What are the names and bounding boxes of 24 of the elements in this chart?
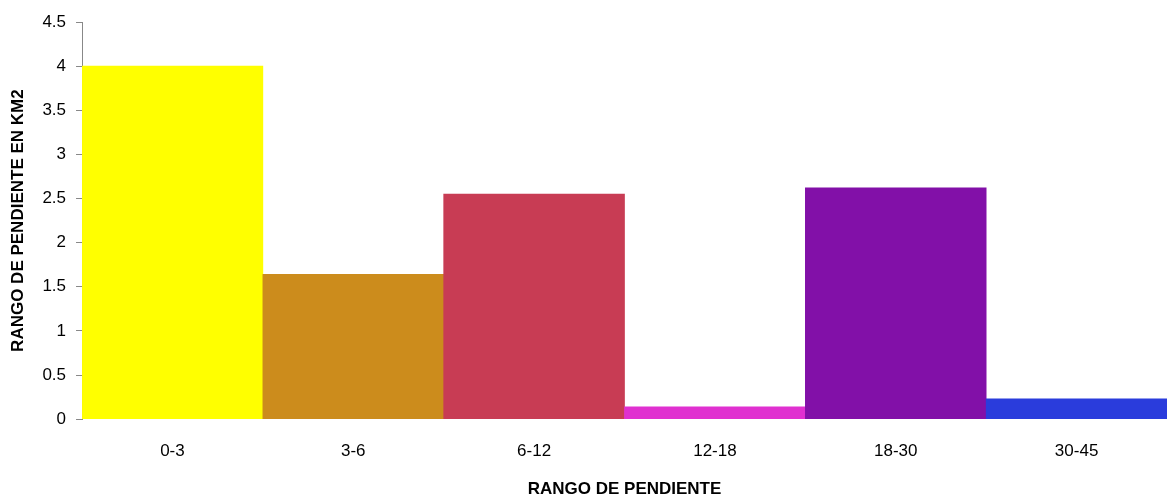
bar xyxy=(805,187,987,420)
y-tick-label: 4.5 xyxy=(42,11,67,31)
x-tick-label: 30-45 xyxy=(1054,441,1099,461)
x-axis-title: RANGO DE PENDIENTE xyxy=(527,479,722,499)
y-tick-label: 3 xyxy=(56,144,67,164)
x-tick-label: 0-3 xyxy=(160,441,185,461)
y-tick-label: 2 xyxy=(56,232,67,252)
bar xyxy=(82,65,264,420)
y-tick-label: 1 xyxy=(56,320,67,340)
y-tick-label: 0.5 xyxy=(42,364,67,384)
y-tick-label: 3.5 xyxy=(42,99,67,119)
bar xyxy=(624,406,806,420)
x-tick-label: 3-6 xyxy=(340,441,366,461)
y-tick-label: 1.5 xyxy=(42,276,67,296)
y-axis-title: RANGO DE PENDIENTE EN KM2 xyxy=(7,89,27,352)
bar xyxy=(262,274,445,420)
bar xyxy=(443,193,625,420)
x-tick-label: 18-30 xyxy=(874,441,918,461)
bar xyxy=(985,398,1167,420)
x-tick-label: 12-18 xyxy=(693,441,737,461)
y-tick-label: 0 xyxy=(56,408,67,428)
y-tick-label: 4 xyxy=(56,55,67,75)
y-tick-label: 2.5 xyxy=(42,188,67,208)
x-tick-label: 6-12 xyxy=(517,441,552,461)
